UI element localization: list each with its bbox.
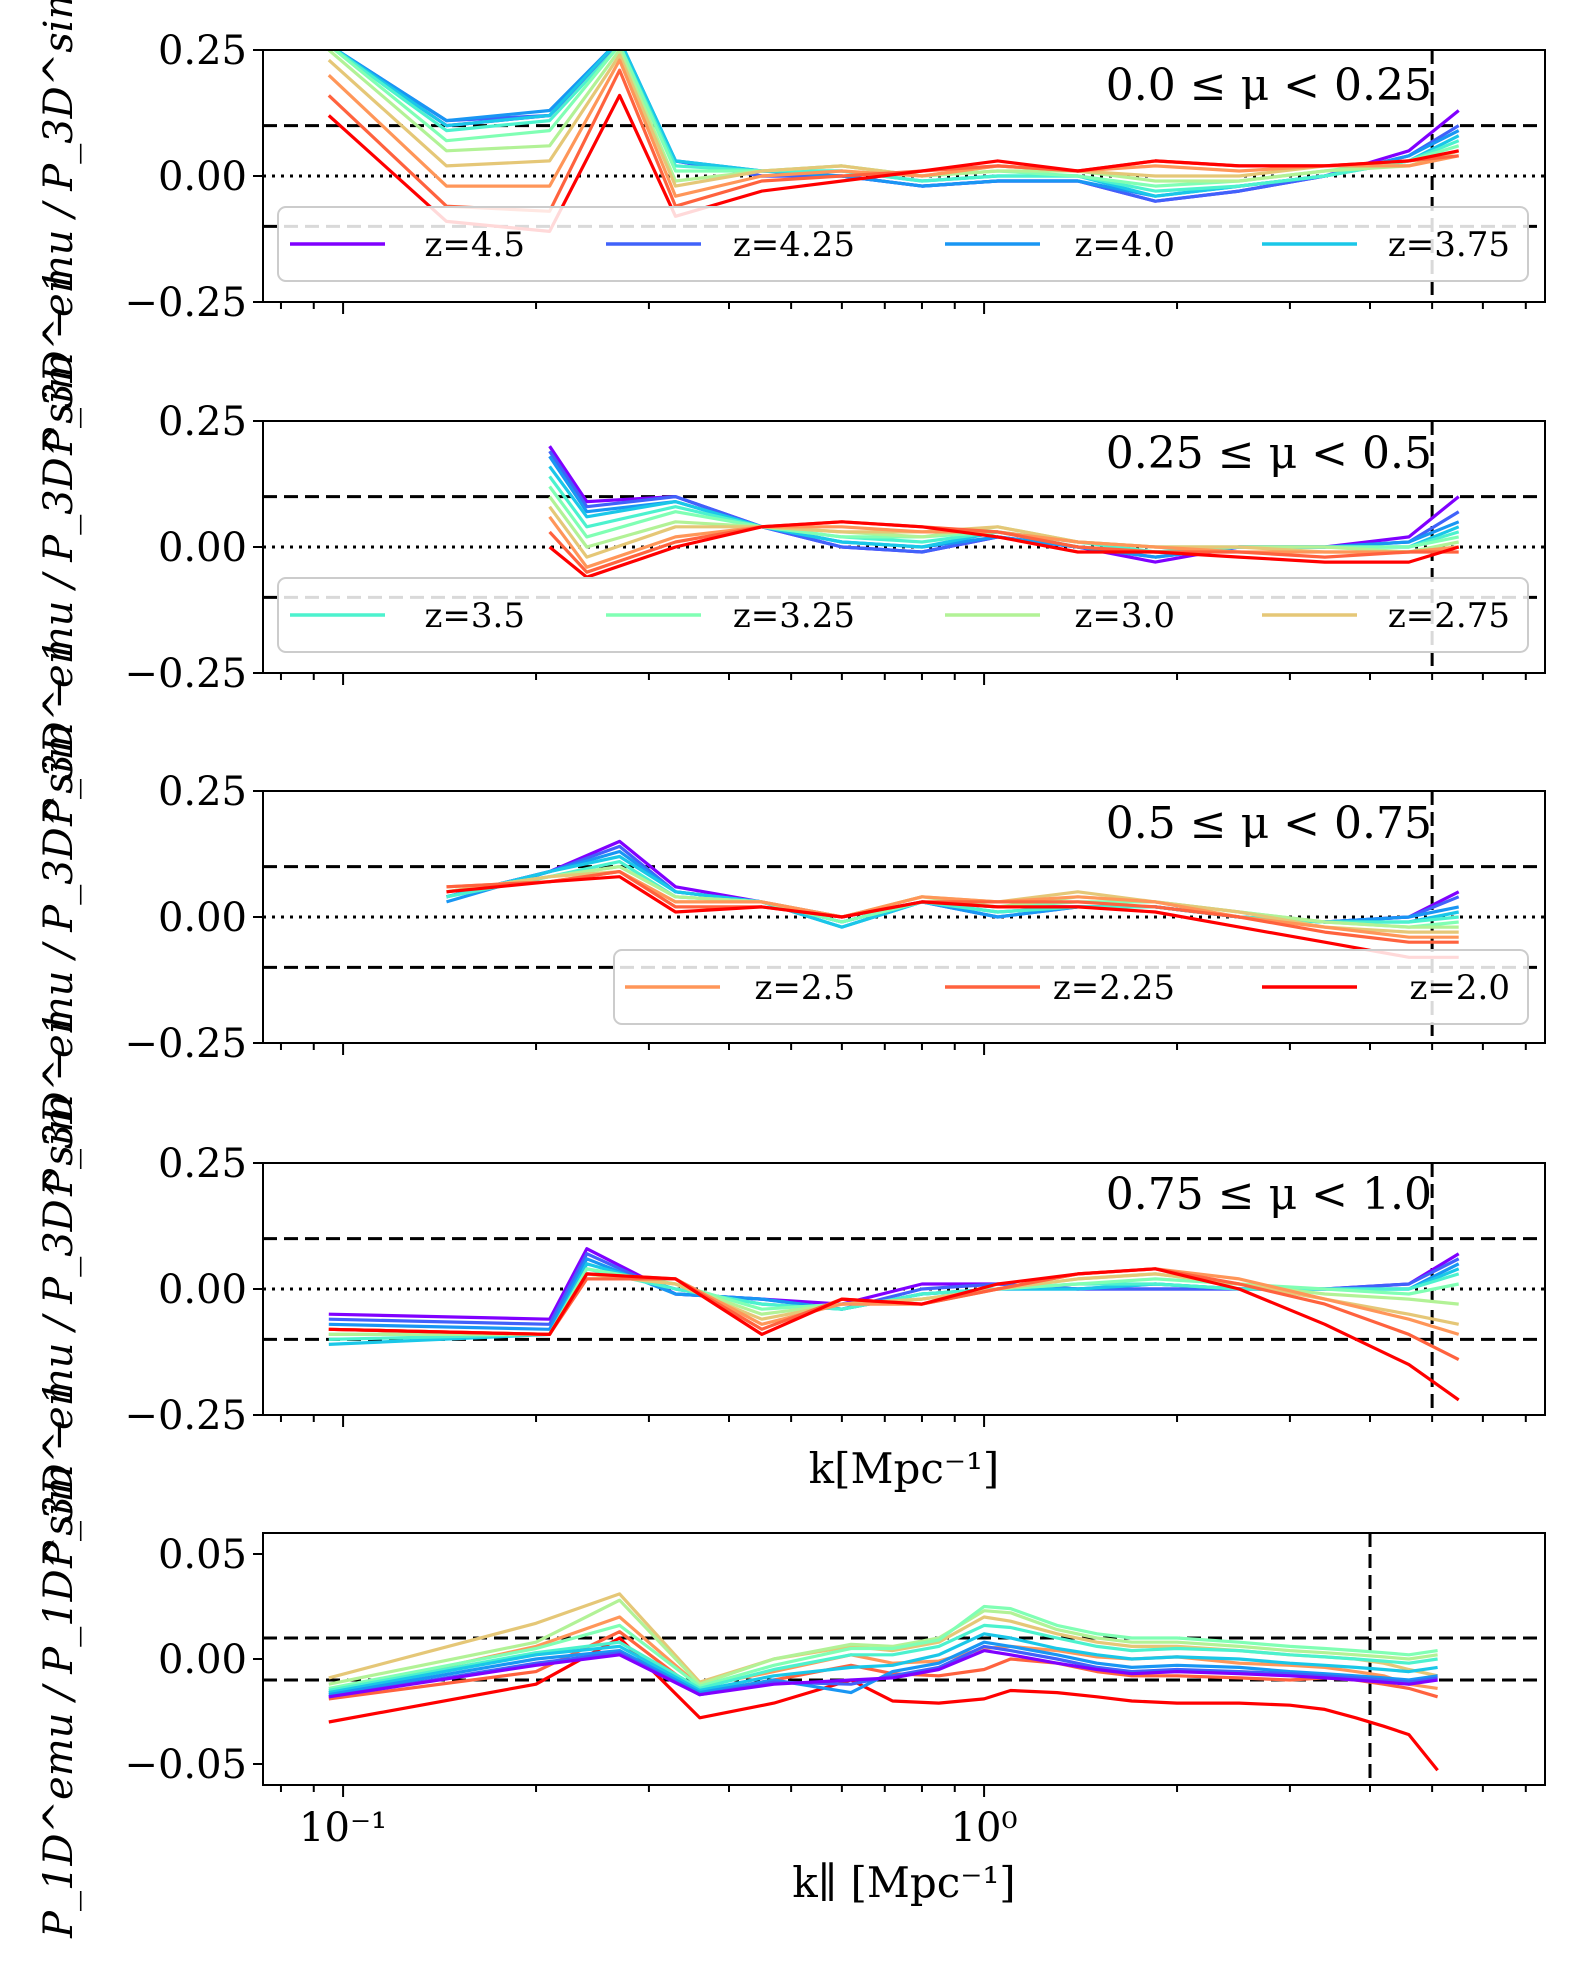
- y-axis-label: P_3D^emu / P_3D^sim − 1: [36, 1010, 82, 1569]
- y-tick-label: −0.25: [124, 280, 247, 326]
- panel-4: 0.25 0.00 −0.25 P_3D^emu / P_3D^sim − 1 0.75…: [36, 1010, 1546, 1569]
- y-tick-label: 0.25: [158, 28, 247, 74]
- series-line-z-2.0: [328, 1636, 1439, 1772]
- series-group: [446, 839, 1460, 959]
- series-line-z-2.5: [548, 515, 1459, 569]
- y-tick-label: −0.25: [124, 1021, 247, 1067]
- legend-label: z=3.75: [1388, 225, 1510, 265]
- y-tick-label: 0.00: [158, 525, 247, 571]
- series-group: [328, 1247, 1460, 1402]
- legend-label: z=2.0: [1410, 968, 1510, 1008]
- legend-label: z=2.75: [1388, 596, 1510, 636]
- legend-label: z=2.25: [1053, 968, 1175, 1008]
- y-tick-label: −0.25: [124, 651, 247, 697]
- series-line-z-3.5: [328, 1623, 1438, 1693]
- legend-label: z=4.25: [733, 225, 855, 265]
- y-axis-label: P_3D^emu / P_3D^sim − 1: [36, 638, 82, 1197]
- series-line-z-4.0: [328, 1640, 1438, 1697]
- panel-2: 0.25 0.00 −0.25 P_3D^emu / P_3D^sim − 1 0.25…: [36, 268, 1546, 827]
- panel-3: 0.25 0.00 −0.25 P_3D^emu / P_3D^sim − 1 0.5 …: [36, 638, 1546, 1197]
- legend-label: z=4.0: [1075, 225, 1175, 265]
- y-tick-label: 0.05: [158, 1532, 247, 1578]
- series-line-z-2.25: [548, 520, 1459, 574]
- series-line-z-3.25: [328, 1604, 1438, 1690]
- y-tick-label: 0.25: [158, 399, 247, 445]
- mu-range-label: 0.25 ≤ μ < 0.5: [1106, 428, 1432, 479]
- series-line-z-3.0: [328, 1598, 1438, 1686]
- y-tick-label: −0.25: [124, 1393, 247, 1439]
- y-tick-label: 0.00: [158, 154, 247, 200]
- mu-range-label: 0.5 ≤ μ < 0.75: [1106, 798, 1432, 849]
- panel-1: 0.25 0.00 −0.25 P_3D^emu / P_3D^sim − 1 0.0 …: [36, 0, 1546, 456]
- legend-label: z=3.5: [425, 596, 525, 636]
- series-line-z-2.25: [446, 869, 1459, 944]
- legend-label: z=3.25: [733, 596, 855, 636]
- series-group: [328, 1592, 1439, 1772]
- y-tick-label: −0.05: [124, 1742, 247, 1788]
- y-axis-label: P_1D^emu / P_1D^sim − 1: [36, 1380, 82, 1939]
- y-tick-label: 0.00: [158, 1267, 247, 1313]
- legend-box: [277, 206, 1529, 282]
- x-axis-label: k[Mpc⁻¹]: [809, 1444, 1000, 1493]
- panel-5: 0.05 0.00 −0.05 10⁻¹ 10⁰ P_1D^emu / P_1D^sim …: [36, 1380, 1546, 1939]
- x-tick-label: 10⁰: [951, 1805, 1018, 1851]
- legend-label: z=4.5: [425, 225, 525, 265]
- y-tick-label: 0.25: [158, 769, 247, 815]
- series-group: [548, 445, 1460, 579]
- y-tick-label: 0.25: [158, 1141, 247, 1187]
- series-line-z-4.5: [328, 1648, 1438, 1699]
- legend-label: z=2.5: [755, 968, 855, 1008]
- y-axis-label: P_3D^emu / P_3D^sim − 1: [36, 0, 82, 456]
- mu-range-label: 0.0 ≤ μ < 0.25: [1106, 60, 1432, 111]
- series-line-z-3.75: [328, 1632, 1438, 1695]
- y-tick-label: 0.00: [158, 1637, 247, 1683]
- series-line-z-3.5: [332, 50, 1460, 193]
- y-axis-label: P_3D^emu / P_3D^sim − 1: [36, 268, 82, 827]
- x-axis-label: k∥ [Mpc⁻¹]: [792, 1858, 1015, 1907]
- legend-box: [613, 949, 1529, 1025]
- series-line-z-2.5: [327, 58, 1460, 198]
- series-group: [327, 50, 1460, 233]
- x-tick-label: 10⁻¹: [299, 1805, 387, 1851]
- series-line-z-2.0: [548, 520, 1460, 579]
- mu-range-label: 0.75 ≤ μ < 1.0: [1106, 1169, 1432, 1220]
- series-line-z-2.0: [328, 1267, 1460, 1402]
- series-line-z-2.0: [446, 875, 1459, 959]
- y-tick-label: 0.00: [158, 895, 247, 941]
- legend-label: z=3.0: [1075, 596, 1175, 636]
- series-line-z-2.25: [328, 1267, 1460, 1362]
- series-line-z-2.0: [327, 93, 1460, 233]
- legend-box: [277, 577, 1529, 653]
